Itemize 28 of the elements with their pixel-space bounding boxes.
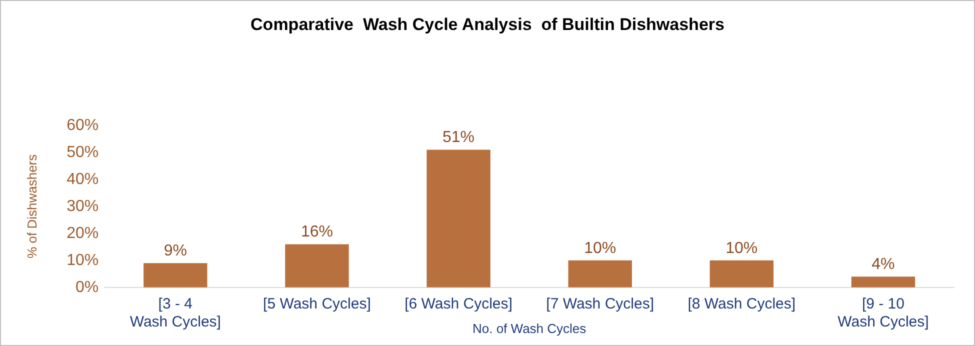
x-tick-label: [7 Wash Cycles] <box>546 296 654 313</box>
chart-title: Comparative Wash Cycle Analysis of Builtin Dishwashers <box>250 14 724 34</box>
y-tick-label: 60% <box>66 116 99 134</box>
data-label: 16% <box>300 224 333 241</box>
data-label: 4% <box>872 256 895 274</box>
bar <box>426 150 490 288</box>
y-axis-title: % of Dishwashers <box>24 154 40 258</box>
x-tick-label: [5 Wash Cycles] <box>263 296 371 313</box>
y-tick-label: 0% <box>76 278 99 296</box>
bar <box>851 276 916 288</box>
bar <box>144 263 208 288</box>
y-tick-label: 10% <box>66 252 99 269</box>
x-tick-label: [9 - 10 Wash Cycles] <box>838 296 929 331</box>
y-tick-label: 50% <box>66 144 99 161</box>
y-tick-label: 40% <box>66 170 99 188</box>
data-label: 51% <box>442 129 475 146</box>
bar <box>568 260 632 288</box>
y-tick-label: 30% <box>66 198 99 215</box>
x-tick-label: [6 Wash Cycles] <box>404 296 512 313</box>
bar <box>285 244 349 288</box>
data-label: 10% <box>584 240 616 257</box>
x-axis-title: No. of Wash Cycles <box>472 320 587 336</box>
y-tick-label: 20% <box>66 224 99 242</box>
bar <box>710 260 774 288</box>
data-label: 9% <box>164 242 187 260</box>
x-tick-label: [3 - 4 Wash Cycles] <box>130 296 221 331</box>
data-label: 10% <box>726 240 758 257</box>
x-tick-label: [8 Wash Cycles] <box>688 296 796 313</box>
